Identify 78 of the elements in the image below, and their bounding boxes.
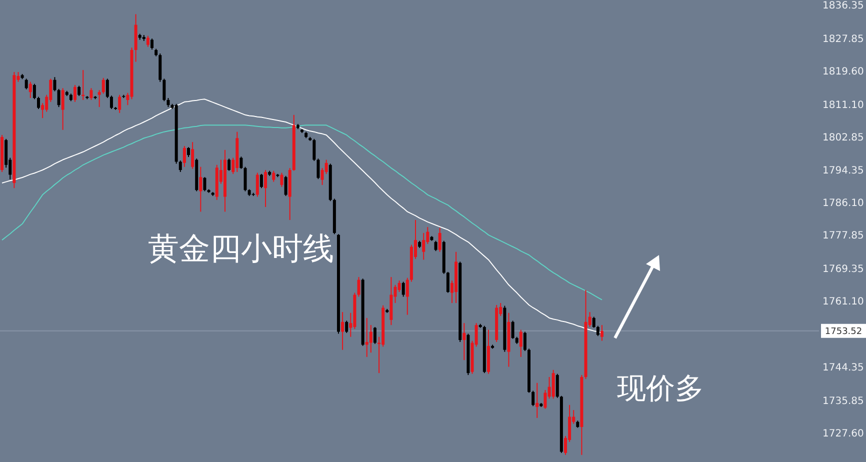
- candlestick: [264, 170, 268, 208]
- candlestick: [32, 83, 36, 100]
- y-tick-label: 1786.10: [822, 198, 864, 210]
- candlestick: [53, 76, 56, 92]
- candlestick: [284, 175, 288, 196]
- candlestick: [592, 316, 596, 328]
- y-tick-label: 1769.35: [822, 264, 864, 276]
- candlestick: [462, 322, 466, 361]
- candlestick: [228, 158, 231, 172]
- candlestick: [110, 95, 113, 110]
- annotation: 黄金四小时线: [148, 231, 334, 267]
- y-tick-label: 1794.35: [822, 166, 864, 177]
- ref-line-label: 1753.52: [824, 326, 862, 337]
- candlestick: [260, 173, 263, 189]
- candlestick: [369, 324, 372, 354]
- candlestick: [434, 240, 438, 252]
- candlestick: [186, 146, 190, 158]
- candlestick: [146, 35, 150, 48]
- candlestick: [37, 96, 40, 110]
- candlestick: [150, 38, 154, 50]
- y-tick-label: 1727.60: [822, 428, 864, 440]
- y-tick-label: 1777.85: [822, 230, 864, 242]
- candlestick: [402, 281, 405, 298]
- y-tick-label: 1819.60: [822, 66, 864, 78]
- candlestick: [256, 172, 259, 198]
- y-tick-label: 1735.85: [822, 396, 864, 407]
- candlestick: [446, 271, 450, 294]
- candlestick: [199, 166, 202, 212]
- candlestick: [61, 88, 64, 130]
- candlestick: [118, 94, 122, 114]
- candlestick: [106, 78, 109, 98]
- candlestick: [357, 276, 360, 298]
- candlestick: [272, 170, 276, 182]
- candlestick: [365, 317, 368, 358]
- candlestick: [316, 158, 320, 180]
- candlestick: [24, 78, 28, 90]
- candlestick: [341, 312, 344, 350]
- candlestick: [90, 88, 93, 100]
- candlestick: [78, 85, 81, 97]
- candlestick: [191, 142, 194, 170]
- candlestick: [600, 324, 604, 342]
- y-tick-label: 1802.85: [822, 132, 864, 144]
- candlestick: [203, 176, 206, 192]
- candlestick: [398, 280, 401, 292]
- candlestick: [406, 277, 409, 316]
- candlestick: [178, 160, 182, 172]
- candlestick: [73, 84, 76, 102]
- candlestick: [102, 77, 105, 94]
- y-tick-label: 1811.10: [822, 100, 864, 111]
- candlestick: [556, 373, 559, 398]
- candlestick: [240, 156, 243, 170]
- candlestick: [544, 389, 547, 410]
- candlestick: [162, 78, 166, 102]
- candlestick: [519, 329, 522, 358]
- candlestick: [523, 331, 526, 352]
- y-tick-label: 1827.85: [822, 34, 864, 45]
- candlestick: [312, 138, 316, 162]
- y-tick-label: 1761.10: [822, 296, 864, 308]
- candlestick: [422, 232, 426, 260]
- candlestick: [438, 227, 442, 252]
- candlestick: [373, 326, 376, 344]
- y-tick-label: 1744.35: [822, 362, 864, 374]
- candlestick: [596, 325, 600, 337]
- y-tick-label: 1836.35: [822, 0, 864, 12]
- candlestick: [536, 382, 539, 418]
- candlestick: [166, 97, 170, 108]
- line-series: [2, 124, 602, 300]
- candlestick: [532, 390, 535, 407]
- text: 现价多: [617, 371, 704, 405]
- candlestick: [98, 90, 101, 108]
- candlestick: [345, 320, 348, 334]
- candlestick: [280, 172, 284, 188]
- candlestick: [182, 146, 186, 168]
- candlestick: [552, 369, 555, 400]
- candlestick: [57, 88, 60, 108]
- candlestick: [511, 320, 514, 340]
- candlestick: [28, 81, 32, 98]
- candlestick: [244, 166, 247, 192]
